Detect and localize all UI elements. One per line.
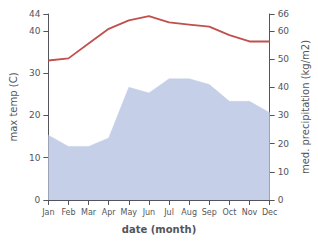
svg-text:Nov: Nov: [242, 208, 258, 217]
svg-text:0: 0: [278, 195, 284, 205]
svg-text:Aug: Aug: [181, 208, 197, 217]
svg-text:20: 20: [29, 110, 41, 120]
svg-text:30: 30: [29, 68, 41, 78]
svg-text:Mar: Mar: [81, 208, 97, 217]
svg-text:20: 20: [278, 139, 290, 149]
svg-text:10: 10: [278, 167, 290, 177]
svg-text:60: 60: [278, 26, 290, 36]
svg-text:Jun: Jun: [142, 208, 156, 217]
svg-text:Sep: Sep: [202, 208, 217, 217]
svg-text:max temp (C): max temp (C): [8, 72, 19, 141]
svg-text:30: 30: [278, 110, 290, 120]
svg-text:44: 44: [29, 9, 41, 19]
svg-text:0: 0: [35, 195, 41, 205]
svg-text:Jul: Jul: [163, 208, 174, 217]
svg-text:Dec: Dec: [262, 208, 277, 217]
svg-text:40: 40: [278, 82, 290, 92]
svg-text:date (month): date (month): [122, 224, 196, 235]
svg-text:Oct: Oct: [222, 208, 236, 217]
svg-text:50: 50: [278, 54, 290, 64]
svg-text:40: 40: [29, 26, 41, 36]
svg-text:Apr: Apr: [102, 208, 117, 217]
svg-text:Feb: Feb: [61, 208, 75, 217]
svg-text:med. precipitation (kg/m2): med. precipitation (kg/m2): [300, 40, 311, 174]
svg-text:66: 66: [278, 9, 290, 19]
svg-text:Jan: Jan: [41, 208, 54, 217]
svg-text:10: 10: [29, 153, 41, 163]
svg-text:May: May: [121, 208, 138, 217]
